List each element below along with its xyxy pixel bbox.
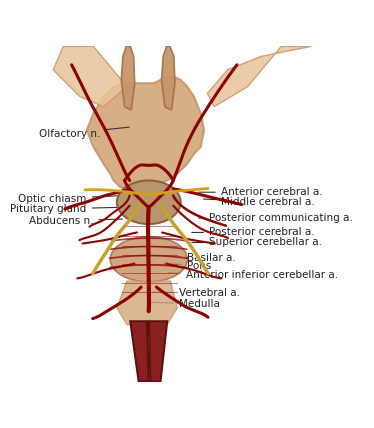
Text: Pituitary gland: Pituitary gland	[10, 204, 121, 214]
Text: Anterior cerebral a.: Anterior cerebral a.	[199, 187, 322, 197]
Text: Superior cerebellar a.: Superior cerebellar a.	[192, 238, 322, 247]
Polygon shape	[121, 46, 135, 110]
Polygon shape	[53, 46, 127, 107]
Text: Optic chiasm: Optic chiasm	[18, 194, 119, 204]
Text: Middle cerebral a.: Middle cerebral a.	[203, 197, 315, 207]
Text: Posterior cerebral a.: Posterior cerebral a.	[192, 227, 315, 238]
Text: Basilar a.: Basilar a.	[163, 253, 236, 263]
Polygon shape	[149, 321, 167, 382]
Polygon shape	[162, 46, 175, 110]
Text: Anterior inferior cerebellar a.: Anterior inferior cerebellar a.	[168, 270, 338, 280]
Text: Posterior communicating a.: Posterior communicating a.	[199, 213, 353, 223]
Polygon shape	[130, 321, 149, 382]
Text: Vertebral a.: Vertebral a.	[153, 288, 240, 298]
Ellipse shape	[110, 237, 187, 282]
Polygon shape	[208, 46, 312, 107]
Text: Olfactory n.: Olfactory n.	[39, 127, 129, 139]
Ellipse shape	[117, 181, 181, 224]
Polygon shape	[117, 281, 177, 325]
Polygon shape	[87, 77, 204, 190]
Text: Pons: Pons	[163, 261, 212, 271]
Text: Medulla: Medulla	[150, 299, 220, 309]
Text: Abducens n.: Abducens n.	[29, 216, 123, 226]
